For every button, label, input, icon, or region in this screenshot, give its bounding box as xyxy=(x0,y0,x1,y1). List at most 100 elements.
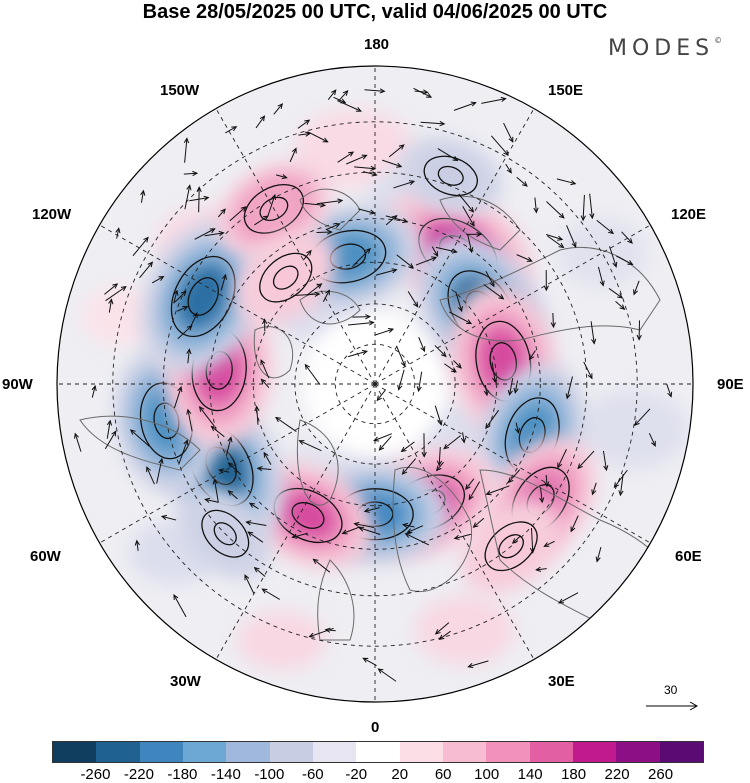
wind-arrow xyxy=(580,194,586,222)
colorbar-tick-label: -60 xyxy=(301,766,324,783)
wind-arrow xyxy=(420,121,446,127)
wind-arrow xyxy=(483,384,489,397)
wind-arrow xyxy=(273,103,284,115)
colorbar-cell xyxy=(96,742,140,762)
wind-arrow xyxy=(248,502,259,510)
wind-arrow xyxy=(91,384,97,398)
wind-arrow xyxy=(449,311,473,325)
wind-arrow xyxy=(362,657,377,666)
wind-arrow xyxy=(615,300,626,310)
wind-arrow xyxy=(413,87,433,98)
wind-arrow xyxy=(556,178,577,186)
wind-arrow xyxy=(516,176,528,187)
colorbar-tick-label: -220 xyxy=(123,766,154,783)
wind-arrow xyxy=(396,346,406,368)
wind-arrow xyxy=(322,289,330,302)
wind-arrow xyxy=(184,184,192,210)
wind-arrow xyxy=(74,432,82,452)
wind-arrow xyxy=(546,201,565,219)
lon-label-90e: 90E xyxy=(717,376,744,393)
colorbar-tick-label: 260 xyxy=(648,766,674,783)
colorbar-cell xyxy=(312,742,357,762)
lon-label-120e: 120E xyxy=(671,206,707,223)
coastline xyxy=(439,195,521,251)
latitude-circle xyxy=(209,218,541,550)
wind-arrow xyxy=(378,435,392,451)
anomaly-background-patch xyxy=(236,610,327,671)
wind-arrow xyxy=(404,533,430,546)
wind-arrow xyxy=(298,131,312,137)
wind-arrow xyxy=(261,588,280,600)
wind-arrow xyxy=(381,159,403,168)
wind-arrow xyxy=(590,321,597,345)
colorbar-cell xyxy=(182,742,227,762)
wind-arrow xyxy=(511,535,521,544)
meridian-line xyxy=(215,383,376,660)
reference-vector-label: 30 xyxy=(664,683,678,697)
wind-arrow xyxy=(358,526,381,535)
wind-arrow xyxy=(621,231,633,244)
anomaly-background-patch xyxy=(557,217,648,288)
lon-label-120w: 120W xyxy=(32,206,72,223)
wind-arrow xyxy=(633,280,640,296)
reference-vector-arrow xyxy=(646,701,699,711)
wind-arrow xyxy=(558,592,579,604)
wind-arrow xyxy=(178,439,189,465)
brand-logo: MODES© xyxy=(608,36,722,61)
wind-arrow xyxy=(256,466,272,472)
wind-arrow xyxy=(225,126,238,134)
wind-arrow xyxy=(160,514,177,521)
wind-arrow xyxy=(608,288,624,299)
wind-arrow xyxy=(194,228,216,240)
wind-arrow xyxy=(485,485,510,496)
wind-arrow xyxy=(396,254,415,269)
wind-arrow xyxy=(260,359,270,379)
wind-arrow xyxy=(443,435,461,450)
wind-arrow xyxy=(324,627,336,633)
wind-arrow xyxy=(177,325,193,340)
wind-arrow xyxy=(198,406,215,427)
lon-label-150w: 150W xyxy=(160,82,200,99)
coastline xyxy=(299,290,361,325)
wind-arrow xyxy=(156,457,164,484)
wind-arrow xyxy=(375,268,398,276)
coastline xyxy=(392,466,472,592)
wind-arrow xyxy=(566,225,577,249)
wind-arrow xyxy=(186,408,193,432)
wind-arrow xyxy=(174,290,187,303)
wind-arrow xyxy=(245,520,267,527)
wind-arrow xyxy=(220,273,227,291)
wind-arrow xyxy=(503,122,514,143)
anomaly-center xyxy=(140,219,266,374)
wind-arrow xyxy=(507,469,521,484)
wind-arrow xyxy=(260,378,270,389)
colorbar-cell xyxy=(616,742,660,762)
wind-arrow xyxy=(557,449,567,469)
wind-arrow xyxy=(289,147,297,163)
colorbar-tick-label: -180 xyxy=(167,766,198,783)
colorbar-tick-label: 140 xyxy=(517,766,543,783)
wind-arrow xyxy=(129,429,150,447)
wind-arrow xyxy=(547,235,565,249)
wind-arrow xyxy=(589,193,595,220)
colorbar-cell xyxy=(529,742,573,762)
wind-arrow xyxy=(666,383,673,398)
wind-arrow xyxy=(189,312,198,329)
wind-arrow xyxy=(543,540,555,547)
wind-arrow xyxy=(539,487,545,504)
wind-arrow xyxy=(183,170,199,177)
colorbar-cell xyxy=(486,742,530,762)
wind-arrow xyxy=(596,219,615,235)
wind-arrow xyxy=(275,174,288,180)
wind-arrow xyxy=(263,451,272,465)
colorbar-ticks: -260 -220 -180 -140 -100 -60 -20 20 60 100 140 180 2… xyxy=(52,766,704,783)
wind-arrow xyxy=(151,276,165,284)
lon-label-0: 0 xyxy=(371,719,380,736)
wind-arrow xyxy=(353,521,375,529)
wind-arrow xyxy=(421,433,427,458)
wind-arrow xyxy=(274,416,297,432)
lon-label-30w: 30W xyxy=(170,673,201,690)
wind-arrow xyxy=(312,558,331,573)
wind-arrow xyxy=(400,441,415,453)
lon-label-30e: 30E xyxy=(548,673,575,690)
